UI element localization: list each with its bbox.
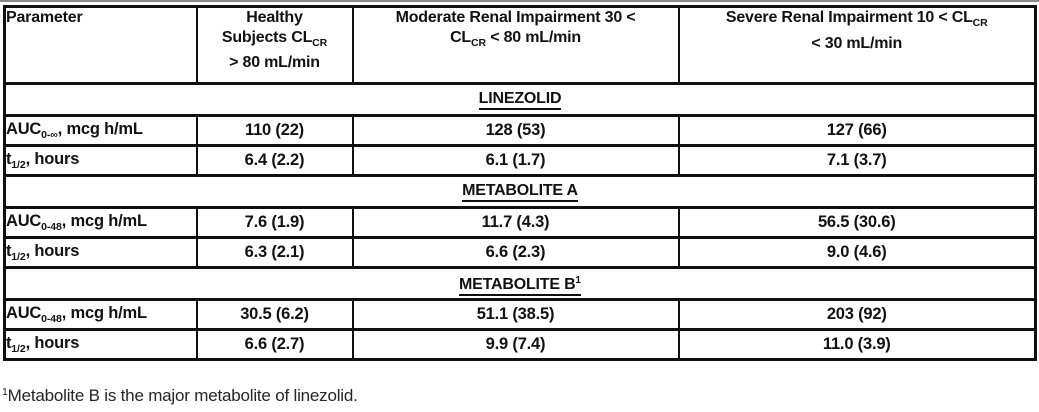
half-life-subscript: 1/2 — [11, 343, 26, 355]
value-cell-moderate: 128 (53) — [351, 114, 680, 147]
footnote-marker: 1 — [2, 386, 8, 398]
section-header-linezolid: LINEZOLID — [3, 82, 1037, 117]
value-cell-moderate: 11.7 (4.3) — [351, 206, 680, 239]
value-cell-moderate: 6.1 (1.7) — [351, 144, 680, 177]
param-cell: t1/2, hours — [3, 144, 198, 177]
section-title: METABOLITE A — [462, 182, 578, 202]
auc-subscript: 0-48 — [41, 313, 62, 325]
clcr-subscript: CR — [312, 36, 328, 49]
table-row: AUC0-∞, mcg h/mL 110 (22) 128 (53) 127 (… — [3, 114, 1037, 147]
section-title: LINEZOLID — [478, 90, 562, 110]
value-cell-severe: 56.5 (30.6) — [677, 206, 1037, 239]
section-title: METABOLITE B1 — [459, 272, 581, 296]
value-cell-severe: 7.1 (3.7) — [677, 144, 1037, 177]
value-cell-healthy: 7.6 (1.9) — [195, 206, 354, 239]
auc-subscript: 0-48 — [41, 221, 62, 233]
value-cell-healthy: 6.4 (2.2) — [195, 144, 354, 177]
section-header-metabolite-b: METABOLITE B1 — [3, 266, 1037, 301]
section-header-metabolite-a: METABOLITE A — [3, 174, 1037, 209]
value-cell-moderate: 51.1 (38.5) — [351, 298, 680, 331]
value-cell-healthy: 30.5 (6.2) — [195, 298, 354, 331]
param-cell: AUC0-48, mcg h/mL — [3, 206, 198, 239]
table-row: t1/2, hours 6.6 (2.7) 9.9 (7.4) 11.0 (3.… — [3, 328, 1037, 361]
value-cell-moderate: 9.9 (7.4) — [351, 328, 680, 361]
col-header-parameter-label: Parameter — [6, 9, 83, 27]
auc-subscript: 0-∞ — [41, 129, 58, 141]
value-cell-healthy: 110 (22) — [195, 114, 354, 147]
clcr-subscript: CR — [972, 17, 988, 29]
table-row: AUC0-48, mcg h/mL 7.6 (1.9) 11.7 (4.3) 5… — [3, 206, 1037, 239]
col-header-healthy: Healthy Subjects CLCR > 80 mL/min — [195, 5, 354, 85]
value-cell-severe: 11.0 (3.9) — [677, 328, 1037, 361]
param-cell: t1/2, hours — [3, 236, 198, 269]
value-cell-healthy: 6.6 (2.7) — [195, 328, 354, 361]
renal-impairment-pk-table: Parameter Healthy Subjects CLCR > 80 mL/… — [3, 5, 1037, 361]
footnote-text: Metabolite B is the major metabolite of … — [7, 386, 358, 405]
value-cell-moderate: 6.6 (2.3) — [351, 236, 680, 269]
param-cell: AUC0-∞, mcg h/mL — [3, 114, 198, 147]
header-row: Parameter Healthy Subjects CLCR > 80 mL/… — [3, 5, 1037, 85]
value-cell-severe: 9.0 (4.6) — [677, 236, 1037, 269]
value-cell-severe: 127 (66) — [677, 114, 1037, 147]
half-life-subscript: 1/2 — [11, 159, 26, 171]
table-row: t1/2, hours 6.3 (2.1) 6.6 (2.3) 9.0 (4.6… — [3, 236, 1037, 269]
footnote: 1Metabolite B is the major metabolite of… — [2, 386, 358, 406]
value-cell-severe: 203 (92) — [677, 298, 1037, 331]
table-row: t1/2, hours 6.4 (2.2) 6.1 (1.7) 7.1 (3.7… — [3, 144, 1037, 177]
param-cell: AUC0-48, mcg h/mL — [3, 298, 198, 331]
half-life-subscript: 1/2 — [11, 251, 26, 263]
clcr-subscript: CR — [471, 36, 486, 49]
param-cell: t1/2, hours — [3, 328, 198, 361]
value-cell-healthy: 6.3 (2.1) — [195, 236, 354, 269]
page-edge-line — [0, 0, 1039, 2]
col-header-parameter: Parameter — [3, 5, 198, 85]
col-header-severe: Severe Renal Impairment 10 < CLCR < 30 m… — [677, 5, 1037, 85]
col-header-moderate: Moderate Renal Impairment 30 < CLCR < 80… — [351, 5, 680, 85]
table-row: AUC0-48, mcg h/mL 30.5 (6.2) 51.1 (38.5)… — [3, 298, 1037, 331]
footnote-marker: 1 — [575, 274, 581, 286]
